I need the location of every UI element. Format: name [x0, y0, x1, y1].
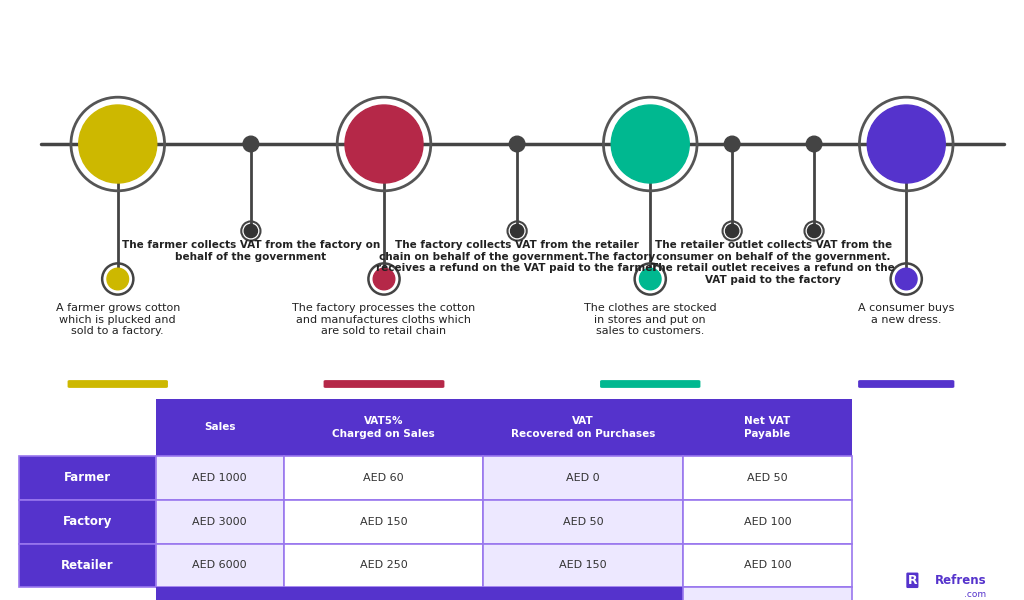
Text: AED 150: AED 150 — [359, 517, 408, 527]
FancyBboxPatch shape — [284, 544, 483, 587]
Text: VAT
Recovered on Purchases: VAT Recovered on Purchases — [511, 416, 655, 439]
FancyBboxPatch shape — [68, 380, 168, 388]
FancyBboxPatch shape — [324, 380, 444, 388]
FancyBboxPatch shape — [284, 500, 483, 544]
FancyBboxPatch shape — [483, 544, 683, 587]
Text: Net VAT
Payable: Net VAT Payable — [744, 416, 791, 439]
Ellipse shape — [808, 224, 820, 238]
FancyBboxPatch shape — [156, 544, 284, 587]
Text: The retailer outlet collects VAT from the
consumer on behalf of the government.
: The retailer outlet collects VAT from th… — [651, 240, 895, 285]
Text: A farmer grows cotton
which is plucked and
sold to a factory.: A farmer grows cotton which is plucked a… — [55, 303, 180, 336]
Ellipse shape — [726, 224, 738, 238]
Text: Retailer: Retailer — [61, 559, 114, 572]
Text: AED 50: AED 50 — [563, 517, 603, 527]
Ellipse shape — [724, 136, 740, 152]
FancyBboxPatch shape — [19, 544, 156, 587]
FancyBboxPatch shape — [600, 380, 700, 388]
FancyBboxPatch shape — [483, 500, 683, 544]
Text: Farmer: Farmer — [63, 472, 112, 484]
Ellipse shape — [806, 136, 822, 152]
Text: AED 60: AED 60 — [364, 473, 403, 483]
FancyBboxPatch shape — [683, 587, 852, 600]
Ellipse shape — [511, 224, 523, 238]
FancyBboxPatch shape — [19, 500, 156, 544]
FancyBboxPatch shape — [858, 380, 954, 388]
FancyBboxPatch shape — [683, 544, 852, 587]
Text: AED 100: AED 100 — [743, 560, 792, 571]
FancyBboxPatch shape — [19, 456, 156, 500]
Text: AED 250: AED 250 — [359, 560, 408, 571]
Ellipse shape — [243, 136, 259, 152]
FancyBboxPatch shape — [683, 500, 852, 544]
Text: Sales: Sales — [204, 422, 236, 433]
Text: The clothes are stocked
in stores and put on
sales to customers.: The clothes are stocked in stores and pu… — [584, 303, 717, 336]
Text: R: R — [907, 574, 918, 587]
Text: AED 6000: AED 6000 — [193, 560, 247, 571]
Text: AED 0: AED 0 — [566, 473, 600, 483]
Text: VAT5%
Charged on Sales: VAT5% Charged on Sales — [332, 416, 435, 439]
Text: .com: .com — [964, 590, 986, 599]
Ellipse shape — [106, 268, 129, 290]
Text: AED 3000: AED 3000 — [193, 517, 247, 527]
Ellipse shape — [611, 105, 689, 183]
Text: AED 1000: AED 1000 — [193, 473, 247, 483]
Text: R: R — [907, 574, 918, 587]
Text: The farmer collects VAT from the factory on
behalf of the government: The farmer collects VAT from the factory… — [122, 240, 380, 262]
Ellipse shape — [345, 105, 423, 183]
Text: Refrens: Refrens — [935, 574, 986, 587]
FancyBboxPatch shape — [284, 456, 483, 500]
Text: The factory processes the cotton
and manufactures cloths which
are sold to retai: The factory processes the cotton and man… — [293, 303, 475, 336]
FancyBboxPatch shape — [156, 587, 683, 600]
FancyBboxPatch shape — [156, 500, 284, 544]
Ellipse shape — [895, 268, 918, 290]
Ellipse shape — [373, 268, 395, 290]
Ellipse shape — [639, 268, 662, 290]
Text: Factory: Factory — [62, 515, 113, 528]
FancyBboxPatch shape — [683, 456, 852, 500]
Ellipse shape — [79, 105, 157, 183]
FancyBboxPatch shape — [483, 456, 683, 500]
FancyBboxPatch shape — [156, 399, 852, 456]
Ellipse shape — [867, 105, 945, 183]
Text: The factory collects VAT from the retailer
chain on behalf of the government.The: The factory collects VAT from the retail… — [377, 240, 657, 273]
Ellipse shape — [509, 136, 525, 152]
Text: AED 100: AED 100 — [743, 517, 792, 527]
Text: AED 150: AED 150 — [559, 560, 607, 571]
Text: A consumer buys
a new dress.: A consumer buys a new dress. — [858, 303, 954, 325]
Text: AED 50: AED 50 — [748, 473, 787, 483]
Ellipse shape — [245, 224, 257, 238]
FancyBboxPatch shape — [156, 456, 284, 500]
